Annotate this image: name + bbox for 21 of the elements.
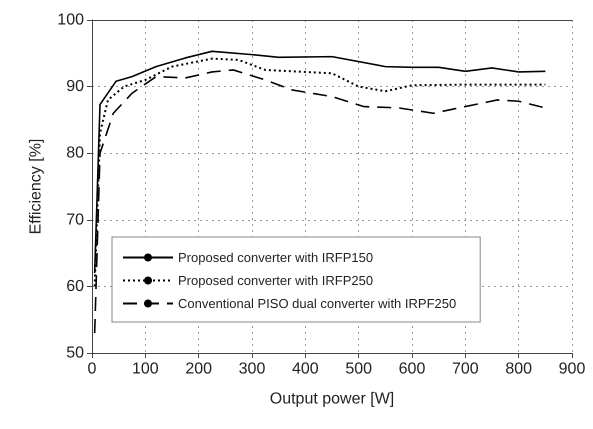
x-tick-label: 200: [185, 360, 212, 378]
y-tick-label: 100: [57, 12, 84, 28]
x-axis-title: Output power [W]: [270, 390, 394, 408]
y-axis-title: Efficiency [%]: [28, 138, 44, 234]
legend-label: Proposed converter with IRFP150: [178, 250, 374, 265]
y-tick-label: 70: [66, 211, 84, 228]
x-tick-label: 0: [88, 360, 97, 378]
x-tick-label: 400: [292, 360, 319, 378]
x-tick-label: 100: [132, 360, 159, 378]
x-tick-label: 700: [452, 360, 479, 378]
x-tick-label: 800: [505, 360, 532, 378]
y-tick-label: 80: [66, 144, 84, 162]
y-tick-label: 50: [66, 344, 84, 362]
legend-label: Proposed converter with IRFP250: [178, 273, 374, 288]
x-tick-label: 900: [558, 360, 586, 378]
x-tick-label: 500: [345, 360, 372, 378]
y-tick-label: 90: [66, 78, 84, 96]
y-tick-label: 60: [66, 278, 84, 295]
legend-label: Conventional PISO dual converter with IRPF250: [178, 296, 456, 311]
x-tick-label: 600: [398, 360, 426, 378]
x-tick-label: 300: [238, 360, 266, 378]
